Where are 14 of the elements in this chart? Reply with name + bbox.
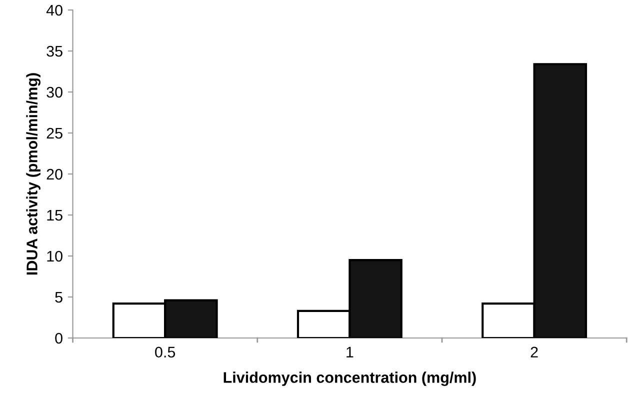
y-tick-label: 10 bbox=[47, 250, 62, 262]
y-tick-label: 20 bbox=[46, 168, 62, 180]
y-tick-label: 35 bbox=[46, 46, 62, 57]
y-tick-label: 15 bbox=[47, 210, 62, 221]
x-axis-title: Lividomycin concentration (mg/ml) bbox=[224, 372, 476, 386]
y-tick-label: 25 bbox=[46, 128, 62, 139]
y-tick-label: 30 bbox=[46, 86, 62, 98]
x-tick-label: 0.5 bbox=[155, 346, 176, 358]
y-tick-label: 5 bbox=[55, 292, 62, 303]
x-tick-label: 2 bbox=[530, 346, 538, 358]
x-tick-label: 1 bbox=[346, 346, 354, 358]
y-axis-title: IDUA activity (pmol/min/mg) bbox=[26, 73, 40, 275]
y-tick-label: 40 bbox=[46, 4, 62, 16]
y-tick-label: 0 bbox=[55, 332, 62, 344]
